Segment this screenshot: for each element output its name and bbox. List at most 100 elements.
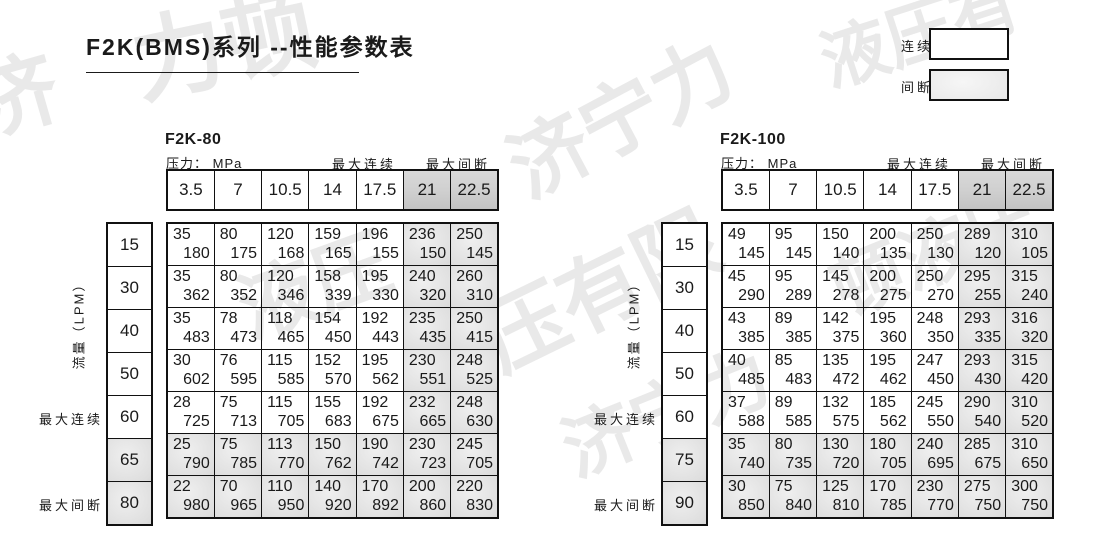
data-cell: 232 665 [402,391,452,434]
value-continuous: 200 [408,478,436,495]
value-continuous: 70 [219,478,238,495]
data-cell: 152 570 [308,349,357,392]
value-continuous: 85 [774,352,793,369]
value-continuous: 118 [267,310,293,327]
value-secondary: 335 [974,329,1002,346]
value-secondary: 165 [324,245,352,262]
data-cell: 35 483 [166,307,215,350]
max-continuous-row-label: 最大连续 [39,412,104,427]
value-continuous: 150 [314,436,342,453]
data-cell: 293 335 [957,307,1007,350]
value-continuous: 115 [267,394,293,411]
value-continuous: 245 [916,394,944,411]
value-continuous: 130 [822,436,849,453]
value-continuous: 248 [916,310,944,327]
value-secondary: 785 [230,455,258,472]
data-cell: 89 585 [768,391,818,434]
value-secondary: 720 [832,455,860,472]
data-row: 35 362 80 352 120 346 158 339 195 330 240 320 260 310 [166,265,499,308]
data-row: 25 790 75 785 113 770 150 762 190 742 230 723 245 705 [166,433,499,476]
value-secondary: 965 [230,497,258,514]
data-cell: 35 362 [166,265,215,308]
value-continuous: 315 [1011,352,1038,369]
data-cell: 195 462 [863,349,912,392]
pressure-cell: 3.5 [166,169,215,211]
value-secondary: 562 [372,371,399,388]
value-secondary: 723 [419,455,447,472]
data-cell: 200 860 [402,475,452,519]
performance-data-table: 49 145 95 145 150 140 200 135 250 130 289 120 310 105… [721,222,1054,519]
value-continuous: 159 [314,226,342,243]
value-continuous: 293 [963,352,991,369]
pressure-cell: 7 [213,169,263,211]
value-continuous: 80 [219,226,238,243]
pressure-header-table: 3.5 7 10.5 14 17.5 21 22.5 [721,169,1054,211]
value-secondary: 705 [879,455,907,472]
pressure-cell: 3.5 [721,169,770,211]
data-cell: 180 705 [863,433,912,476]
data-cell: 250 415 [450,307,499,350]
value-continuous: 89 [774,394,793,411]
data-row: 35 483 78 473 118 465 154 450 192 443 235 435 250 415 [166,307,499,350]
value-secondary: 595 [230,371,258,388]
value-secondary: 650 [1021,455,1048,472]
data-cell: 75 840 [768,475,818,519]
data-cell: 200 275 [863,265,912,308]
data-row: 35 180 80 175 120 168 159 165 196 155 236 150 250 145 [166,222,499,266]
value-secondary: 770 [927,497,954,514]
value-continuous: 240 [916,436,944,453]
data-cell: 130 720 [816,433,865,476]
value-secondary: 240 [1021,287,1048,304]
data-row: 40 485 85 483 135 472 195 462 247 450 293 430 315 420 [721,349,1054,392]
value-continuous: 230 [916,478,944,495]
value-secondary: 585 [785,413,813,430]
value-continuous: 125 [822,478,849,495]
data-cell: 85 483 [768,349,818,392]
data-cell: 192 443 [355,307,404,350]
value-continuous: 248 [456,394,483,411]
data-cell: 135 472 [816,349,865,392]
value-secondary: 275 [879,287,907,304]
pressure-cell: 22.5 [1005,169,1054,211]
data-cell: 150 140 [816,222,865,266]
data-cell: 80 352 [213,265,263,308]
value-continuous: 250 [456,226,483,243]
value-continuous: 245 [456,436,483,453]
pressure-cell: 10.5 [816,169,865,211]
value-continuous: 145 [822,268,849,285]
value-continuous: 185 [869,394,897,411]
value-secondary: 145 [785,245,813,262]
value-secondary: 385 [785,329,813,346]
value-secondary: 350 [927,329,954,346]
data-row: 37 588 89 585 132 575 185 562 245 550 290 540 310 520 [721,391,1054,434]
value-secondary: 695 [927,455,954,472]
data-cell: 289 120 [957,222,1007,266]
flow-column-table: 15 30 40 50 60 75 90 [661,222,708,526]
value-continuous: 310 [1011,226,1038,243]
value-continuous: 220 [456,478,483,495]
value-secondary: 585 [277,371,305,388]
value-secondary: 485 [738,371,765,388]
value-continuous: 195 [361,268,389,285]
value-secondary: 750 [974,497,1002,514]
legend-continuous-label: 连续 [901,39,934,54]
value-continuous: 293 [963,310,991,327]
flow-cell: 60 [661,395,708,439]
flow-column-body: 15 30 40 50 60 65 80 [106,222,153,526]
data-cell: 316 320 [1005,307,1054,350]
value-secondary: 415 [466,329,493,346]
data-cell: 132 575 [816,391,865,434]
legend-intermittent-swatch [929,69,1009,101]
value-continuous: 300 [1011,478,1038,495]
value-secondary: 360 [879,329,907,346]
value-continuous: 155 [314,394,342,411]
flow-column-body: 15 30 40 50 60 75 90 [661,222,708,526]
data-cell: 315 420 [1005,349,1054,392]
data-cell: 110 950 [261,475,310,519]
table-f2k-100: F2K-100 压力： MPa 最大连续 最大间断 3.5 7 10.5 14 17.5… [555,130,1070,552]
value-continuous: 35 [173,310,191,327]
value-continuous: 115 [267,352,293,369]
value-continuous: 316 [1011,310,1038,327]
flow-cell: 30 [106,266,153,310]
